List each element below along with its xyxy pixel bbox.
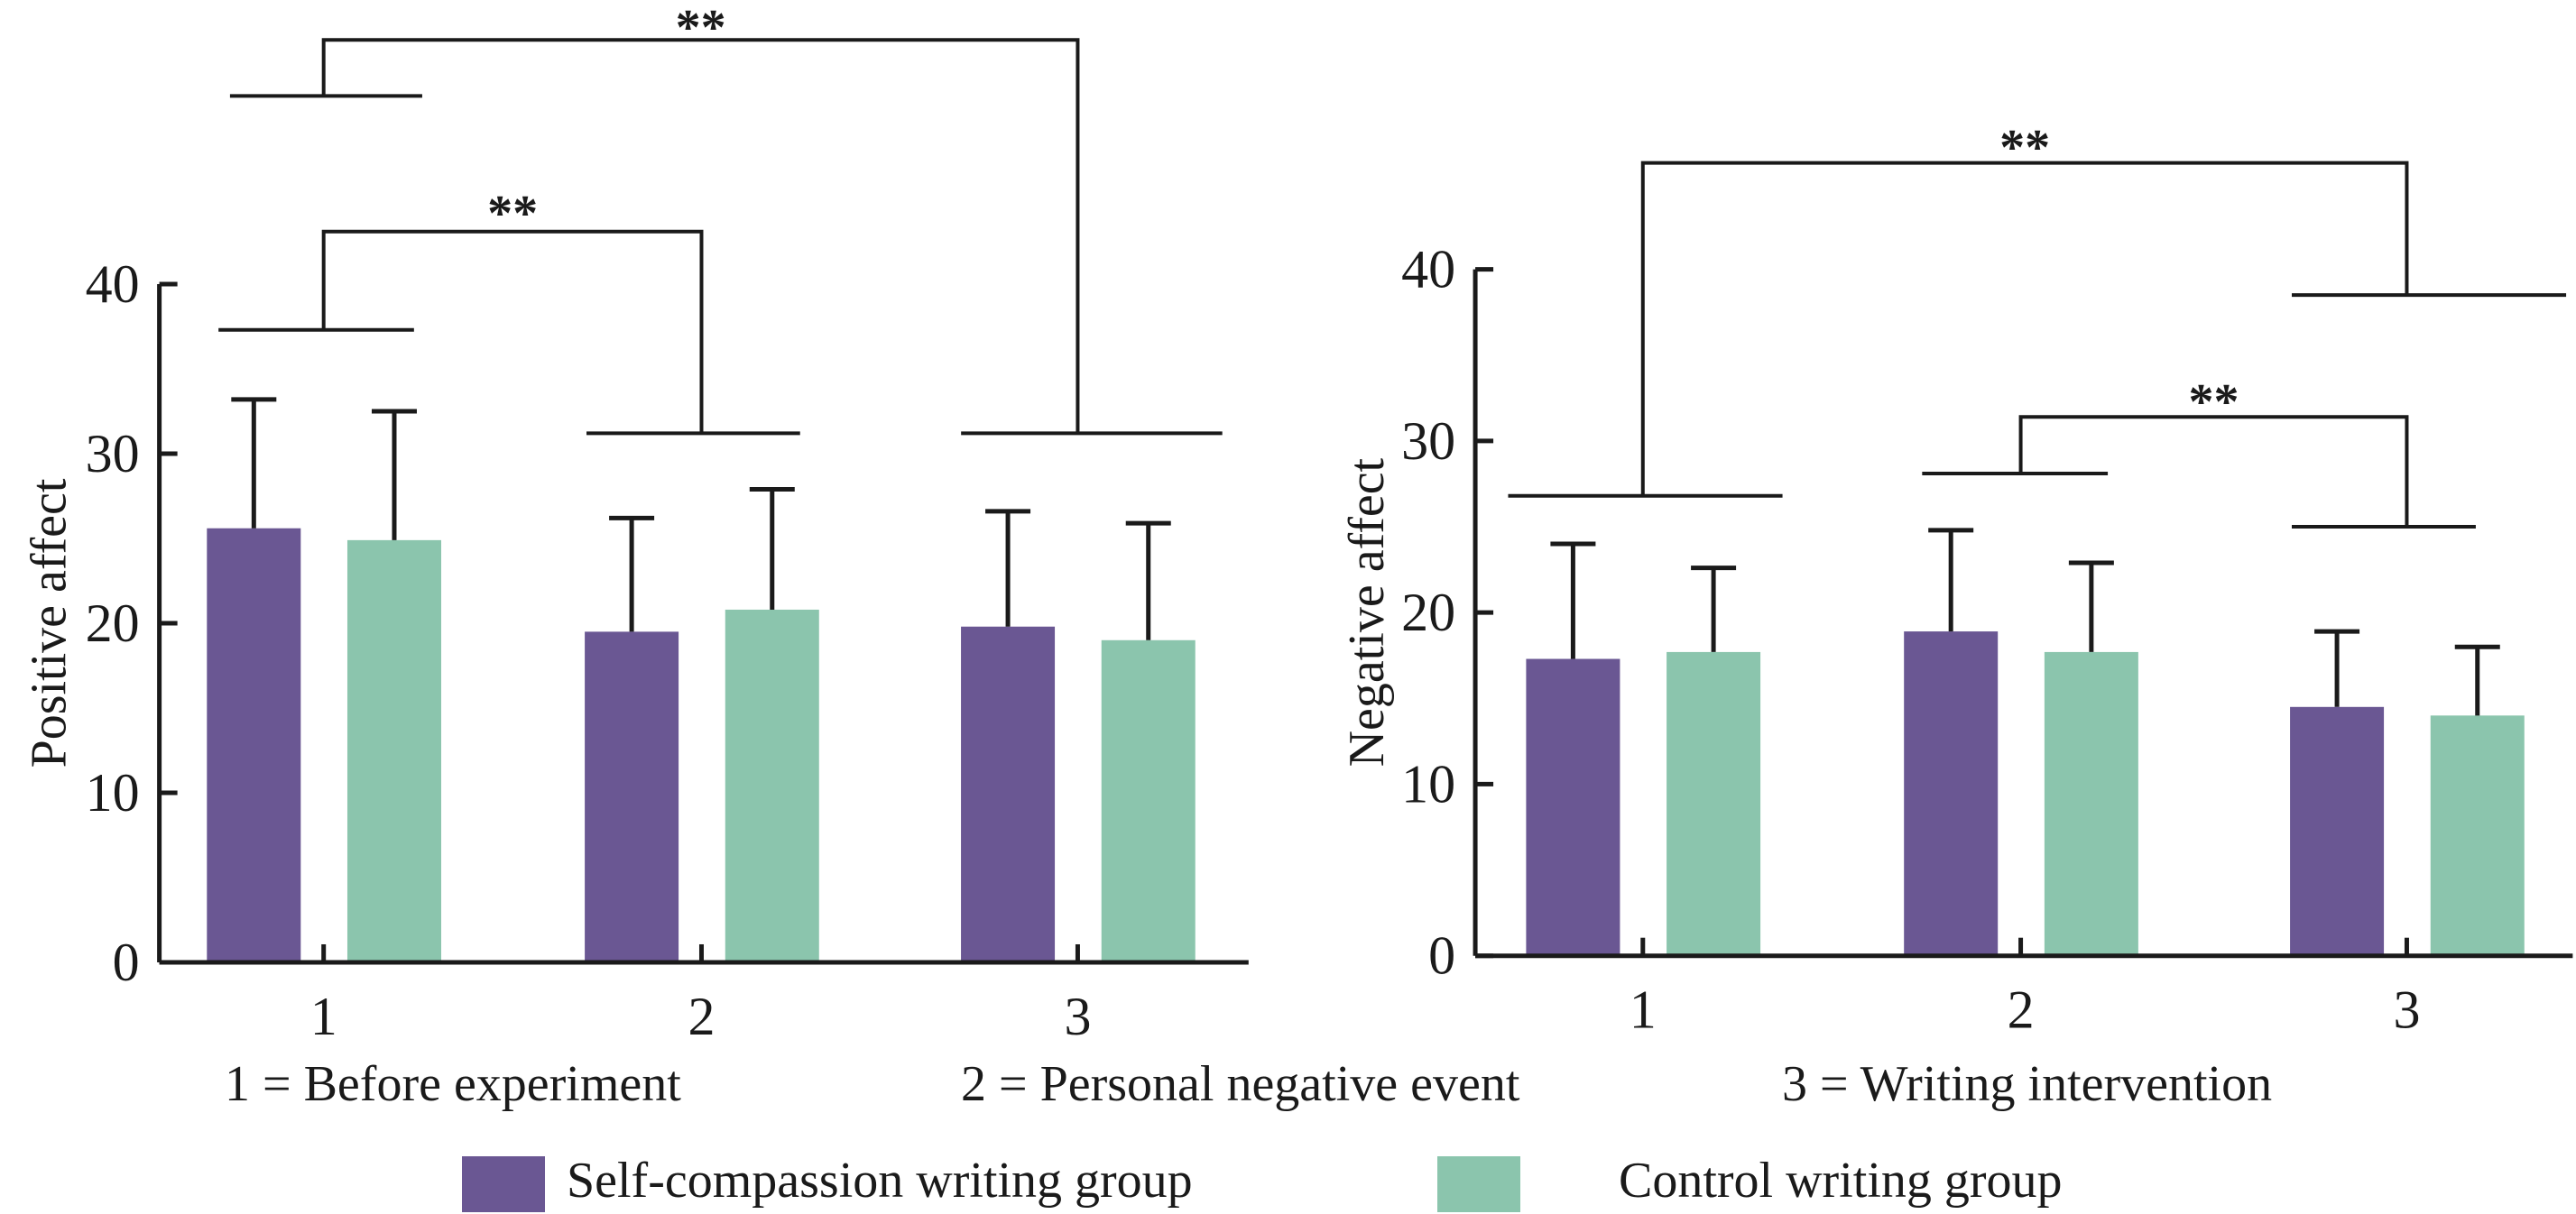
significance-stars: ** — [487, 186, 538, 242]
negative-affect-chart: 0 10 20 30 40 1 2 3 Negative affect ** ** — [1339, 120, 2573, 1040]
significance-stars: ** — [1999, 120, 2050, 176]
legend-label-self-compassion: Self-compassion writing group — [567, 1153, 1193, 1209]
y-tick-label: 30 — [1401, 411, 1455, 471]
legend-label-control: Control writing group — [1619, 1153, 2063, 1209]
category-key-2: 2 = Personal negative event — [961, 1056, 1520, 1112]
x-tick-label: 3 — [2393, 980, 2420, 1040]
category-key-1: 1 = Before experiment — [225, 1056, 681, 1112]
y-tick-label: 30 — [86, 424, 140, 483]
x-tick-label: 3 — [1064, 987, 1091, 1046]
y-tick-label: 10 — [1401, 754, 1455, 814]
bar-self-compassion-2 — [1904, 631, 1999, 956]
legend-swatch-self-compassion — [462, 1156, 545, 1212]
significance-bracket-1-vs-2: ** — [218, 186, 800, 436]
positive-affect-chart: 0 10 20 30 40 1 2 3 Positive affect ** ** — [22, 0, 1249, 1046]
bar-self-compassion-1 — [1526, 658, 1620, 956]
bracket-line — [321, 38, 1080, 434]
y-tick-label: 0 — [1428, 926, 1455, 986]
y-tick-label: 40 — [1401, 240, 1455, 299]
significance-bracket-1-vs-3: ** — [1508, 120, 2567, 498]
bracket-line — [321, 229, 704, 434]
x-tick-label: 2 — [688, 987, 715, 1046]
significance-bracket-2-vs-3: ** — [1922, 374, 2476, 529]
y-tick-label: 40 — [86, 254, 140, 314]
y-tick-label: 20 — [1401, 583, 1455, 642]
bar-self-compassion-1 — [207, 528, 301, 962]
bar-self-compassion-3 — [2290, 706, 2385, 956]
y-axis-label: Negative affect — [1339, 457, 1395, 767]
bar-control-1 — [1667, 651, 1761, 956]
bar-self-compassion-3 — [961, 626, 1056, 962]
y-tick-label: 0 — [113, 933, 140, 992]
bracket-line — [1640, 161, 2409, 496]
y-tick-label: 10 — [86, 763, 140, 823]
x-tick-label: 1 — [1630, 980, 1657, 1040]
significance-stars: ** — [676, 0, 726, 56]
bar-control-3 — [2430, 715, 2525, 956]
bar-self-compassion-2 — [585, 631, 679, 962]
category-key-3: 3 = Writing intervention — [1782, 1056, 2272, 1112]
bar-control-1 — [346, 539, 441, 962]
legend-swatch-control — [1437, 1156, 1520, 1212]
significance-stars: ** — [2189, 374, 2239, 430]
y-axis-label: Positive affect — [22, 478, 78, 768]
significance-bracket-1-vs-3: ** — [229, 0, 1223, 436]
y-tick-label: 20 — [86, 593, 140, 653]
bar-control-2 — [2044, 651, 2138, 956]
legend: Self-compassion writing group Control wr… — [462, 1153, 2063, 1212]
bar-control-3 — [1101, 639, 1196, 962]
bracket-line — [2018, 415, 2409, 528]
bar-control-2 — [725, 609, 819, 962]
x-tick-label: 1 — [310, 987, 337, 1046]
x-tick-label: 2 — [2008, 980, 2035, 1040]
